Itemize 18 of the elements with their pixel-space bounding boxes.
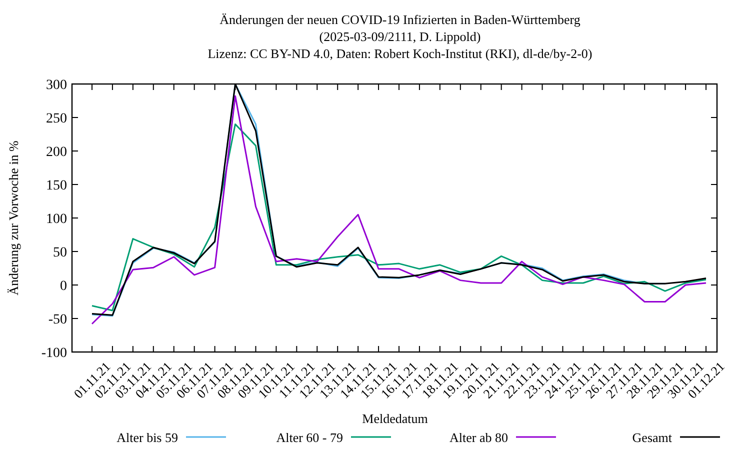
chart-title: Änderungen der neuen COVID-19 Infizierten in Baden-Württemberg xyxy=(220,12,581,27)
y-tick-label: -50 xyxy=(48,312,67,328)
y-tick-label: 200 xyxy=(46,145,67,160)
y-tick-label: 300 xyxy=(46,78,67,93)
y-tick-label: 50 xyxy=(53,246,67,260)
y-tick-label: 250 xyxy=(46,112,67,126)
legend-label: Alter ab 80 xyxy=(450,430,508,445)
legend-label: Alter 60 - 79 xyxy=(276,430,343,445)
y-axis-title: Änderung zur Vorwoche in % xyxy=(6,140,21,296)
y-tick-label: 0 xyxy=(60,279,67,294)
legend-label: Alter bis 59 xyxy=(116,430,178,445)
y-tick-label: -100 xyxy=(41,346,67,361)
y-tick-label: 150 xyxy=(46,178,67,194)
x-axis-title: Meldedatum xyxy=(362,411,428,426)
line-series xyxy=(91,123,707,312)
legend-label: Gesamt xyxy=(632,430,672,445)
y-tick-label: 100 xyxy=(46,212,67,227)
chart-subtitle: (2025-03-09/2111, D. Lippold) Lizenz: CC BY-ND 4.0, Daten: Robert Koch-Institut (RKI), dl-de/by-2-0) xyxy=(208,29,592,61)
